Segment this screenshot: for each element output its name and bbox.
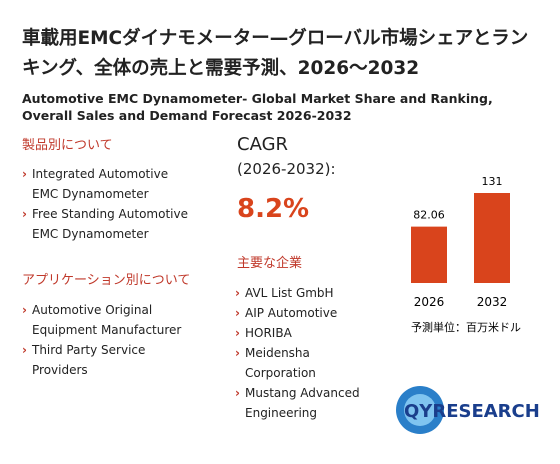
application-item: Third Party Service Providers [22, 340, 197, 380]
bar [411, 226, 447, 283]
x-tick-label: 2032 [477, 295, 508, 309]
section-heading: アプリケーション別について [22, 273, 191, 288]
logo-text: QYRESEARCH [404, 401, 540, 422]
unit-note: 予測単位：百万米ドル [411, 320, 521, 334]
product-item: Free Standing Automotive EMC Dynamometer [22, 204, 192, 244]
bar [474, 193, 510, 283]
product-item: Integrated Automotive EMC Dynamometer [22, 164, 192, 204]
logo: QYRESEARCH [396, 386, 540, 434]
title: 車載用EMCダイナモメーター—グローバル市場シェアとランキング、全体の売上と需要… [22, 28, 529, 79]
company-item: Meidensha Corporation [235, 343, 365, 383]
company-item: Mustang Advanced Engineering [235, 383, 365, 423]
company-item: AVL List GmbH [235, 283, 365, 303]
application-list: Automotive Original Equipment Manufactur… [22, 300, 197, 380]
logo-globe-inner [404, 394, 436, 426]
cagr-label: CAGR [237, 134, 289, 155]
cagr-value: 8.2% [237, 194, 310, 224]
section-heading: 主要な企業 [237, 256, 303, 271]
x-tick-label: 2026 [414, 295, 445, 309]
value-label: 82.06 [413, 209, 445, 222]
value-label: 131 [482, 175, 503, 188]
product-list: Integrated Automotive EMC DynamometerFre… [22, 164, 192, 244]
section-heading: 製品別について [22, 138, 113, 153]
company-list: AVL List GmbHAIP AutomotiveHORIBAMeidens… [235, 283, 365, 423]
cagr-period: (2026-2032): [237, 160, 336, 178]
application-item: Automotive Original Equipment Manufactur… [22, 300, 197, 340]
company-item: AIP Automotive [235, 303, 365, 323]
subtitle: Automotive EMC Dynamometer- Global Marke… [22, 91, 493, 123]
company-item: HORIBA [235, 323, 365, 343]
